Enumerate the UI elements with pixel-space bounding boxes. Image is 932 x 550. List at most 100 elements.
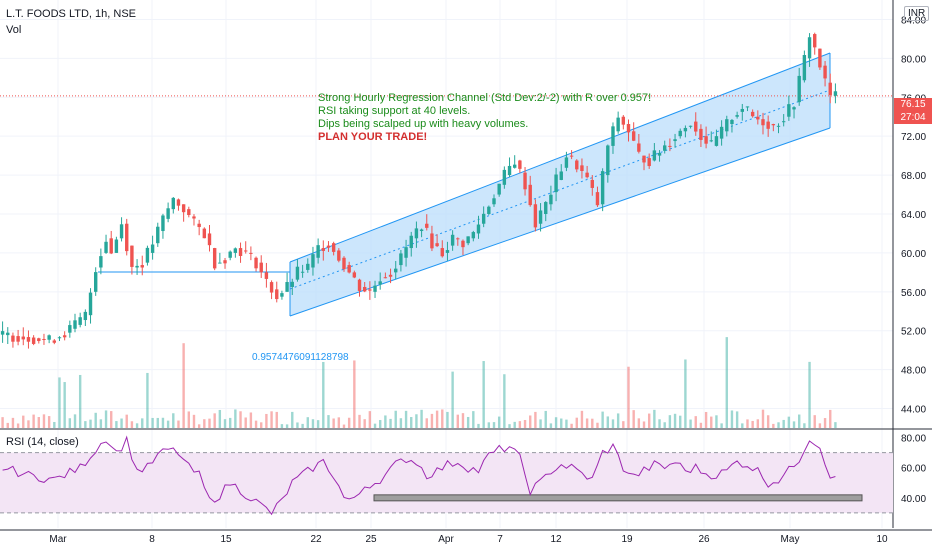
volume-bar	[249, 412, 253, 428]
volume-bar	[265, 413, 268, 428]
price-tick-label: 64.00	[901, 210, 926, 221]
volume-bar	[394, 410, 397, 428]
volume-bar	[549, 423, 553, 428]
candle-body	[538, 210, 543, 224]
time-tick-label: 8	[149, 534, 155, 545]
candle-body	[507, 165, 512, 176]
time-tick-label: Apr	[438, 534, 454, 545]
volume-bar	[741, 423, 744, 428]
price-tick-label: 44.00	[901, 405, 926, 416]
volume-bar	[120, 418, 123, 428]
candle-body	[311, 254, 315, 268]
price-tick-label: 68.00	[901, 171, 926, 182]
volume-bar	[260, 422, 263, 428]
volume-bar	[47, 416, 51, 428]
candle-body	[533, 204, 538, 228]
volume-bar	[482, 361, 485, 428]
volume-bar	[658, 419, 661, 428]
candle-body	[663, 145, 667, 151]
volume-bar	[130, 421, 134, 428]
volume-bar	[228, 417, 232, 428]
volume-bar	[601, 411, 604, 428]
volume-bar	[172, 413, 175, 428]
candle-body	[347, 265, 351, 273]
candle-body	[559, 171, 563, 180]
candle-body	[119, 224, 124, 239]
candle-body	[275, 289, 279, 300]
volume-bar	[197, 424, 201, 428]
candle-body	[440, 248, 444, 257]
volume-bar	[141, 418, 144, 428]
candle-body	[192, 216, 196, 219]
volume-bar	[798, 414, 801, 428]
symbol-title: L.T. FOODS LTD, 1h, NSE	[6, 8, 136, 20]
candle-body	[68, 325, 72, 333]
candle-body	[450, 234, 455, 246]
candle-body	[678, 130, 682, 137]
volume-bar	[384, 415, 387, 428]
rsi-tick-label: 40.00	[901, 494, 926, 505]
candle-body	[616, 117, 620, 132]
volume-bar	[466, 416, 470, 428]
volume-bar	[492, 422, 496, 428]
volume-bar	[115, 421, 118, 428]
time-tick-label: 12	[550, 534, 562, 545]
candle-body	[368, 289, 372, 291]
volume-bar	[213, 413, 216, 428]
time-tick-label: Mar	[49, 534, 67, 545]
volume-bar	[575, 417, 578, 428]
candle-body	[647, 158, 651, 167]
rsi-tick-label: 80.00	[901, 434, 926, 445]
candle-body	[150, 244, 155, 253]
annotation-line-4: PLAN YOUR TRADE!	[318, 131, 428, 143]
volume-bar	[746, 419, 749, 428]
volume-bar	[539, 419, 542, 428]
volume-bar	[280, 424, 284, 428]
volume-bar	[751, 420, 754, 428]
candle-body	[130, 245, 134, 267]
volume-bar	[668, 415, 672, 428]
volume-bar	[322, 361, 325, 428]
candle-body	[652, 150, 657, 161]
candle-body	[461, 240, 465, 248]
volume-bar	[487, 422, 491, 428]
candle-body	[176, 199, 181, 206]
volume-bar	[570, 423, 573, 428]
volume-bar	[534, 411, 537, 428]
volume-bar	[446, 411, 449, 428]
volume-bar	[616, 413, 620, 428]
candle-body	[125, 223, 129, 252]
candle-body	[719, 126, 724, 139]
volume-bar	[151, 417, 154, 428]
volume-bar	[653, 409, 656, 428]
candle-body	[244, 250, 248, 252]
volume-bar	[244, 417, 247, 428]
volume-bar	[358, 414, 361, 428]
annotation-text: Strong Hourly Regression Channel (Std De…	[318, 92, 651, 144]
candle-body	[756, 116, 760, 120]
volume-bar	[203, 419, 206, 428]
candle-body	[792, 107, 796, 110]
candle-body	[21, 336, 25, 340]
volume-bar	[523, 419, 527, 428]
currency-badge[interactable]: INR	[904, 6, 930, 21]
rsi-title: RSI (14, close)	[6, 436, 79, 448]
volume-bar	[296, 422, 299, 428]
volume-bar	[684, 359, 687, 428]
volume-bar	[565, 419, 568, 428]
volume-bar	[1, 417, 4, 428]
time-tick-label: 25	[365, 534, 377, 545]
volume-bar	[663, 422, 666, 428]
volume-bar	[239, 411, 242, 428]
volume-bar	[761, 409, 765, 428]
volume-bar	[637, 418, 641, 428]
candle-body	[730, 119, 734, 125]
candle-body	[750, 111, 755, 117]
candle-body	[631, 131, 636, 141]
candle-body	[606, 145, 610, 176]
candle-body	[99, 256, 103, 268]
time-tick-label: 7	[497, 534, 503, 545]
candle-body	[135, 265, 139, 268]
candle-body	[549, 194, 553, 205]
